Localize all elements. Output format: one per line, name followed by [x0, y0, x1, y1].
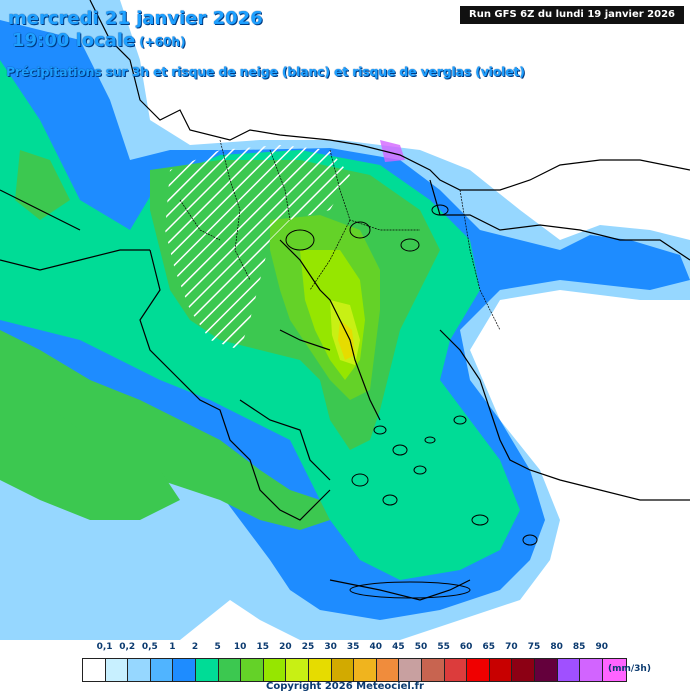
scale-swatch — [82, 658, 107, 682]
scale-swatch — [149, 658, 175, 682]
scale-tick-label: 50 — [414, 642, 428, 652]
scale-swatch — [556, 658, 582, 682]
scale-swatch — [240, 658, 266, 682]
scale-swatch — [285, 658, 311, 682]
scale-swatch — [534, 658, 559, 682]
scale-swatch — [195, 658, 220, 682]
scale-tick-label: 0,2 — [119, 642, 136, 652]
ice-risk-area — [380, 140, 405, 162]
scale-tick-label: 5 — [214, 642, 221, 652]
scale-tick-label: 15 — [256, 642, 270, 652]
scale-swatch — [443, 658, 469, 682]
scale-swatch — [511, 658, 537, 682]
scale-tick-label: 85 — [572, 642, 586, 652]
borders — [179, 139, 501, 331]
precip-west-teal — [15, 150, 70, 220]
coastlines — [0, 0, 690, 601]
precip-west-green — [0, 380, 180, 520]
scale-tick-label: 45 — [392, 642, 405, 652]
scale-swatch — [330, 658, 356, 682]
copyright: Copyright 2026 Meteociel.fr — [266, 681, 424, 692]
scale-tick-label: 0,1 — [96, 642, 113, 652]
forecast-local-time: 19:00 locale — [12, 30, 136, 51]
scale-swatch — [398, 658, 424, 682]
scale-tick-label: 30 — [324, 642, 337, 652]
scale-tick-label: 80 — [550, 642, 563, 652]
precip-sea-band — [0, 330, 330, 530]
scale-tick-label: 2 — [191, 642, 199, 652]
scale-swatch — [466, 658, 492, 682]
scale-tick-label: 10 — [233, 642, 247, 652]
islands — [285, 204, 538, 599]
precip-orange-spot — [338, 320, 355, 360]
scale-tick-label: 75 — [527, 642, 541, 652]
scale-tick-label: 90 — [595, 642, 609, 652]
map-legend-title: Précipitations sur 3h et risque de neige… — [6, 64, 525, 79]
scale-tick-label: 0,5 — [141, 642, 158, 652]
scale-swatch — [579, 658, 605, 682]
scale-unit: (mm/3h) — [608, 664, 651, 674]
scale-swatch — [488, 658, 514, 682]
forecast-time: 19:00 locale (+60h) — [12, 30, 186, 51]
scale-swatch — [421, 658, 446, 682]
scale-tick-label: 65 — [482, 642, 496, 652]
forecast-date: mercredi 21 janvier 2026 — [8, 8, 263, 29]
scale-swatch — [375, 658, 401, 682]
scale-swatch — [127, 658, 153, 682]
scale-tick-label: 70 — [505, 642, 518, 652]
scale-tick-label: 35 — [346, 642, 360, 652]
forecast-offset: (+60h) — [139, 35, 186, 49]
scale-swatch — [262, 658, 288, 682]
scale-swatch — [308, 658, 333, 682]
scale-tick-label: 1 — [169, 642, 176, 652]
scale-tick-label: 25 — [301, 642, 315, 652]
scale-swatch — [217, 658, 243, 682]
scale-swatch — [601, 658, 627, 682]
run-info-badge: Run GFS 6Z du lundi 19 janvier 2026 — [460, 6, 684, 24]
scale-tick-label: 40 — [369, 642, 383, 652]
scale-swatch — [172, 658, 198, 682]
scale-tick-label: 55 — [437, 642, 450, 652]
scale-swatch — [353, 658, 379, 682]
snow-risk-area — [165, 145, 350, 350]
scale-tick-label: 60 — [459, 642, 473, 652]
scale-swatch — [104, 658, 130, 682]
scale-tick-label: 20 — [279, 642, 292, 652]
